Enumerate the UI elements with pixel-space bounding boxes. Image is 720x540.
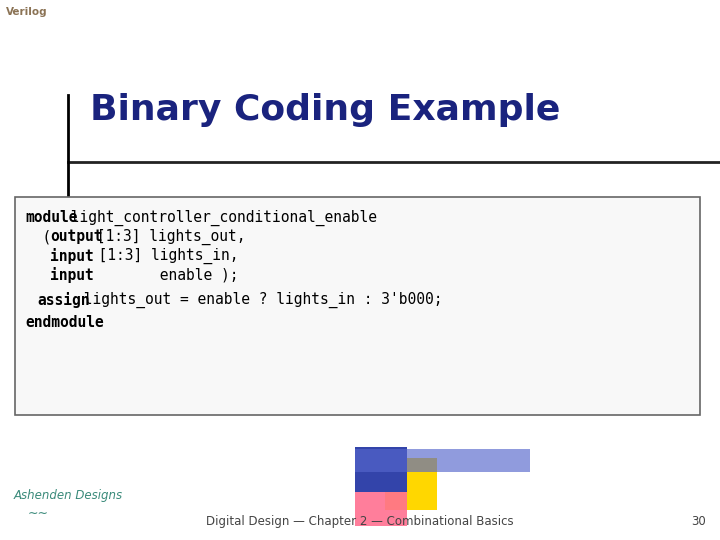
Text: assign: assign bbox=[37, 292, 90, 308]
Text: Verilog: Verilog bbox=[6, 7, 48, 17]
Text: lights_out = enable ? lights_in : 3'b000;: lights_out = enable ? lights_in : 3'b000… bbox=[75, 292, 443, 308]
Text: Ashenden Designs: Ashenden Designs bbox=[14, 489, 123, 502]
Text: [1:3] lights_in,: [1:3] lights_in, bbox=[81, 248, 239, 264]
Text: light_controller_conditional_enable: light_controller_conditional_enable bbox=[63, 210, 377, 226]
Bar bbox=[355, 474, 407, 526]
Text: input: input bbox=[50, 248, 94, 264]
Bar bbox=[355, 447, 407, 492]
Text: Digital Design — Chapter 2 — Combinational Basics: Digital Design — Chapter 2 — Combination… bbox=[206, 515, 514, 528]
Text: (: ( bbox=[25, 229, 60, 244]
Text: endmodule: endmodule bbox=[25, 315, 104, 330]
Text: input: input bbox=[50, 267, 94, 283]
Text: enable );: enable ); bbox=[81, 267, 239, 282]
Text: ∼∼: ∼∼ bbox=[28, 507, 49, 520]
Text: output: output bbox=[50, 229, 102, 244]
Bar bbox=[355, 449, 530, 472]
Bar bbox=[15, 197, 700, 415]
Text: [1:3] lights_out,: [1:3] lights_out, bbox=[88, 229, 245, 245]
Text: 30: 30 bbox=[691, 515, 706, 528]
Text: module: module bbox=[25, 210, 78, 225]
Text: Binary Coding Example: Binary Coding Example bbox=[90, 93, 560, 127]
Bar bbox=[385, 458, 437, 510]
